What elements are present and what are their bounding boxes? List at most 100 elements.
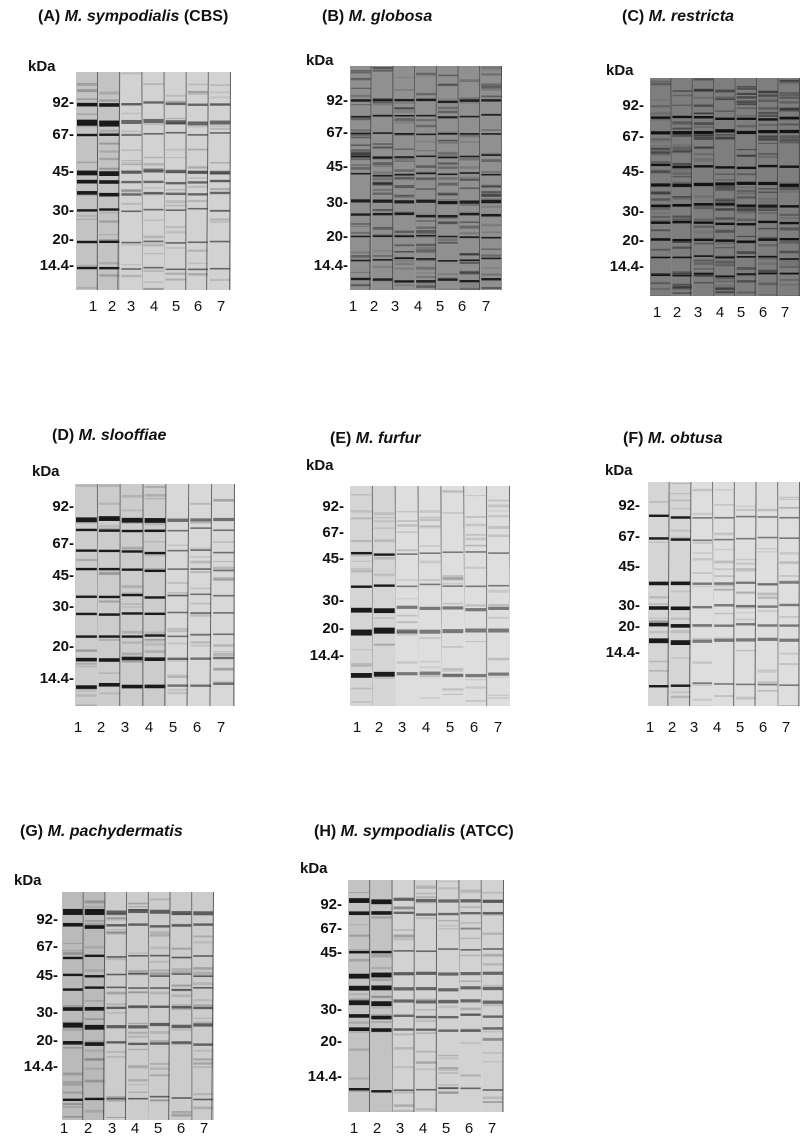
marker-label: 67- — [618, 528, 640, 545]
marker-label: 14.4- — [309, 647, 344, 664]
lane-number: 6 — [193, 298, 203, 315]
marker-label: 14.4- — [609, 258, 644, 275]
unit-label: kDa — [28, 58, 56, 75]
lane-number: 3 — [390, 298, 400, 315]
lane-number: 6 — [176, 1120, 186, 1137]
panel-title: (F) M. obtusa — [623, 430, 723, 447]
lane-number: 4 — [130, 1120, 140, 1137]
lane-number: 1 — [88, 298, 98, 315]
lane-number: 1 — [349, 1120, 359, 1137]
lane-number: 5 — [171, 298, 181, 315]
unit-label: kDa — [32, 463, 60, 480]
lane-number: 6 — [464, 1120, 474, 1137]
marker-label: 20- — [618, 618, 640, 635]
marker-label: 45- — [326, 158, 348, 175]
lane-number: 5 — [735, 719, 745, 736]
lane-number: 4 — [715, 304, 725, 321]
unit-label: kDa — [606, 62, 634, 79]
lane-number: 5 — [445, 719, 455, 736]
marker-label: 30- — [52, 202, 74, 219]
marker-label: 92- — [326, 92, 348, 109]
panel-title: (G) M. pachydermatis — [20, 823, 183, 840]
lane-number: 2 — [667, 719, 677, 736]
lane-number: 3 — [693, 304, 703, 321]
marker-label: 45- — [52, 567, 74, 584]
lane-number: 6 — [758, 719, 768, 736]
unit-label: kDa — [300, 860, 328, 877]
lane-number: 6 — [469, 719, 479, 736]
lane-number: 4 — [413, 298, 423, 315]
marker-label: 45- — [36, 967, 58, 984]
marker-label: 14.4- — [313, 257, 348, 274]
lane-number: 4 — [418, 1120, 428, 1137]
marker-label: 92- — [622, 97, 644, 114]
blot-image — [350, 66, 502, 290]
marker-label: 20- — [52, 638, 74, 655]
lane-number: 6 — [457, 298, 467, 315]
blot-image — [62, 892, 214, 1120]
marker-label: 45- — [618, 558, 640, 575]
marker-label: 92- — [322, 498, 344, 515]
marker-label: 67- — [322, 524, 344, 541]
marker-label: 14.4- — [605, 644, 640, 661]
marker-label: 14.4- — [23, 1058, 58, 1075]
lane-number: 7 — [493, 719, 503, 736]
marker-label: 30- — [52, 598, 74, 615]
lane-number: 2 — [372, 1120, 382, 1137]
lane-number: 1 — [352, 719, 362, 736]
panel-title: (B) M. globosa — [322, 8, 433, 25]
marker-label: 30- — [618, 597, 640, 614]
lane-number: 3 — [107, 1120, 117, 1137]
lane-number: 2 — [83, 1120, 93, 1137]
marker-label: 92- — [52, 498, 74, 515]
panel-title: (D) M. slooffiae — [52, 427, 167, 444]
unit-label: kDa — [306, 52, 334, 69]
marker-label: 67- — [52, 535, 74, 552]
panel-title: (C) M. restricta — [622, 8, 735, 25]
lane-number: 7 — [216, 719, 226, 736]
marker-label: 20- — [52, 231, 74, 248]
unit-label: kDa — [306, 457, 334, 474]
marker-label: 45- — [322, 550, 344, 567]
panel-title: (E) M. furfur — [330, 430, 421, 447]
lane-number: 5 — [441, 1120, 451, 1137]
blot-image — [75, 484, 235, 706]
lane-number: 4 — [144, 719, 154, 736]
lane-number: 3 — [395, 1120, 405, 1137]
marker-label: 67- — [326, 124, 348, 141]
marker-label: 30- — [320, 1001, 342, 1018]
marker-label: 20- — [320, 1033, 342, 1050]
lane-number: 1 — [73, 719, 83, 736]
lane-number: 2 — [672, 304, 682, 321]
lane-number: 7 — [216, 298, 226, 315]
lane-number: 3 — [120, 719, 130, 736]
marker-label: 45- — [52, 163, 74, 180]
lane-number: 7 — [781, 719, 791, 736]
panel-title: (H) M. sympodialis (ATCC) — [314, 823, 514, 840]
blot-image — [650, 78, 800, 296]
marker-label: 92- — [320, 896, 342, 913]
marker-label: 20- — [322, 620, 344, 637]
lane-number: 4 — [421, 719, 431, 736]
marker-label: 92- — [52, 94, 74, 111]
lane-number: 4 — [149, 298, 159, 315]
lane-number: 5 — [168, 719, 178, 736]
marker-label: 30- — [326, 194, 348, 211]
unit-label: kDa — [605, 462, 633, 479]
marker-label: 30- — [36, 1004, 58, 1021]
lane-number: 2 — [96, 719, 106, 736]
lane-number: 3 — [689, 719, 699, 736]
lane-number: 7 — [780, 304, 790, 321]
marker-label: 30- — [322, 592, 344, 609]
lane-number: 1 — [652, 304, 662, 321]
marker-label: 30- — [622, 203, 644, 220]
lane-number: 3 — [126, 298, 136, 315]
lane-number: 5 — [153, 1120, 163, 1137]
marker-label: 67- — [52, 126, 74, 143]
marker-label: 67- — [622, 128, 644, 145]
marker-label: 45- — [622, 163, 644, 180]
unit-label: kDa — [14, 872, 42, 889]
lane-number: 2 — [369, 298, 379, 315]
lane-number: 6 — [758, 304, 768, 321]
marker-label: 67- — [36, 938, 58, 955]
